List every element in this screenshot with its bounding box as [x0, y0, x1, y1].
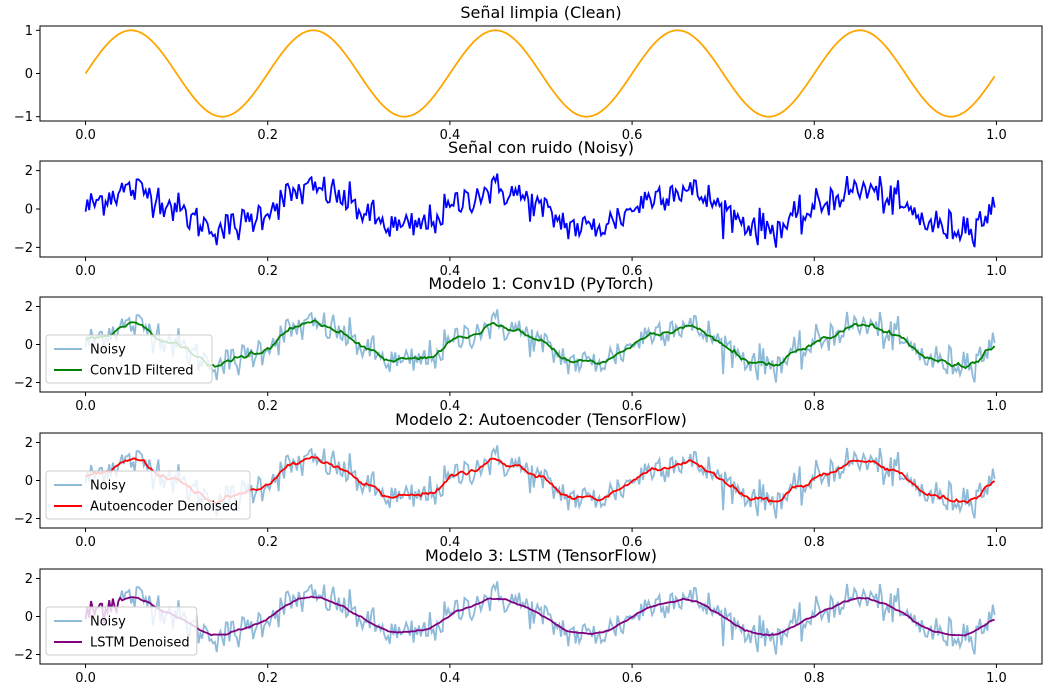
legend: Noisy LSTM Denoised [45, 606, 198, 656]
x-tick-label: 1.0 [986, 535, 1007, 550]
subplot-3: Modelo 1: Conv1D (PyTorch) 0.0 0.2 0.4 0.6 0.… [14, 274, 1043, 414]
y-tick-label: 0 [25, 474, 33, 489]
x-tick-label: 0.6 [622, 535, 643, 550]
x-tick-label: 0.8 [804, 399, 825, 414]
x-tick-label: 0.4 [440, 128, 461, 143]
x-tick-label: 0.2 [257, 535, 278, 550]
x-tick-label: 0.6 [622, 128, 643, 143]
legend-box [45, 606, 198, 656]
y-tick-label: 0 [25, 610, 33, 625]
x-tick-label: 0.6 [622, 264, 643, 279]
y-tick-label: 2 [25, 300, 33, 315]
y-tick-label: 0 [25, 203, 33, 218]
subplot-title: Modelo 3: LSTM (TensorFlow) [425, 546, 657, 565]
subplot-title: Modelo 1: Conv1D (PyTorch) [428, 274, 653, 293]
x-tick-label: 0.0 [75, 128, 96, 143]
x-tick-label: 0.0 [75, 399, 96, 414]
y-tick-label: −2 [14, 648, 33, 663]
x-tick-label: 0.4 [440, 264, 461, 279]
x-tick-label: 0.4 [440, 535, 461, 550]
y-tick-label: 1 [25, 24, 33, 39]
x-tick-label: 0.0 [75, 535, 96, 550]
legend: Noisy Conv1D Filtered [45, 334, 213, 384]
legend-label: Conv1D Filtered [90, 364, 194, 379]
series-line-lstm [84, 595, 995, 637]
subplot-4: Modelo 2: Autoencoder (TensorFlow) 0.0 0.2… [14, 410, 1043, 550]
x-tick-label: 0.2 [257, 128, 278, 143]
x-tick-label: 1.0 [986, 671, 1007, 686]
subplot-title: Señal limpia (Clean) [460, 3, 621, 22]
series-line-noisy [84, 173, 996, 248]
x-tick-label: 0.6 [622, 671, 643, 686]
x-tick-label: 0.4 [440, 671, 461, 686]
y-tick-label: 0 [25, 338, 33, 353]
y-tick-label: −2 [14, 376, 33, 391]
series-line-filtered [85, 319, 996, 370]
y-tick-label: 0 [25, 67, 33, 82]
y-tick-label: 2 [25, 164, 33, 179]
y-tick-label: −2 [14, 512, 33, 527]
subplot-title: Modelo 2: Autoencoder (TensorFlow) [395, 410, 687, 429]
x-tick-label: 0.8 [804, 535, 825, 550]
series-line-noisy [84, 309, 996, 383]
x-tick-label: 0.8 [804, 671, 825, 686]
x-tick-label: 0.2 [257, 264, 278, 279]
legend-box [45, 334, 213, 384]
legend-label: LSTM Denoised [90, 636, 190, 651]
legend-label: Noisy [90, 343, 126, 358]
subplot-2: Señal con ruido (Noisy) 0.0 0.2 0.4 0.6 0.8 1.… [14, 138, 1043, 279]
x-tick-label: 0.4 [440, 399, 461, 414]
legend-label: Noisy [90, 479, 126, 494]
legend: Noisy Autoencoder Denoised [45, 470, 251, 520]
y-tick-label: 2 [25, 436, 33, 451]
x-tick-label: 1.0 [986, 264, 1007, 279]
x-tick-label: 1.0 [986, 128, 1007, 143]
x-tick-label: 0.8 [804, 264, 825, 279]
y-tick-label: −2 [14, 241, 33, 256]
x-tick-label: 0.0 [75, 671, 96, 686]
x-tick-label: 0.2 [257, 671, 278, 686]
series-line-clean [84, 29, 996, 118]
legend-box [45, 470, 251, 520]
subplot-1: Señal limpia (Clean) 0.0 0.2 0.4 0.6 0.8 1.0 −1… [14, 3, 1043, 143]
x-tick-label: 0.8 [804, 128, 825, 143]
legend-label: Autoencoder Denoised [90, 500, 238, 515]
subplot-title: Señal con ruido (Noisy) [448, 138, 634, 157]
x-tick-label: 0.6 [622, 399, 643, 414]
y-tick-label: 2 [25, 572, 33, 587]
x-tick-label: 1.0 [986, 399, 1007, 414]
x-tick-label: 0.2 [257, 399, 278, 414]
y-tick-label: −1 [14, 110, 33, 125]
series-line-noisy [84, 581, 996, 655]
x-tick-label: 0.0 [75, 264, 96, 279]
subplot-5: Modelo 3: LSTM (TensorFlow) 0.0 0.2 0.4 0.6 0… [14, 546, 1043, 686]
legend-label: Noisy [90, 615, 126, 630]
